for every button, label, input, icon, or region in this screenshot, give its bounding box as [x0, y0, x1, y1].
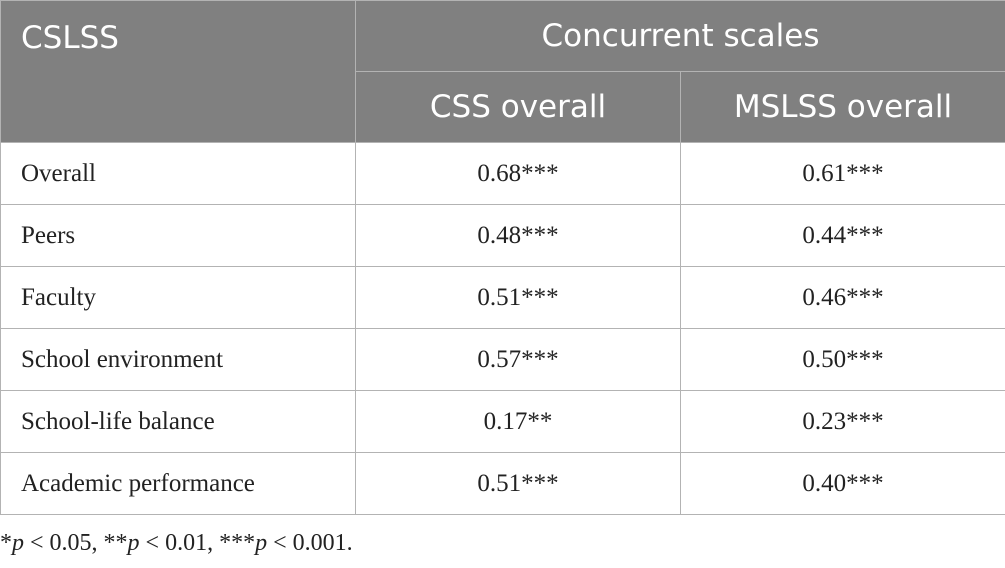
css-value: 0.48*** [355, 204, 681, 267]
table-row: School environment 0.57*** 0.50*** [0, 328, 1005, 391]
subheader-row: CSS overall MSLSS overall [1, 71, 1005, 143]
group-header: Concurrent scales [354, 0, 1005, 72]
stub-header: CSLSS [0, 0, 356, 143]
footnote-text: < 0.001. [267, 530, 353, 556]
footnote-p-symbol: p [12, 530, 24, 556]
row-label: Peers [0, 204, 356, 267]
table-row: School-life balance 0.17** 0.23*** [0, 390, 1005, 453]
footnote-star: * [0, 530, 12, 556]
table-row: Academic performance 0.51*** 0.40*** [0, 452, 1005, 515]
footnote-text: < 0.05, ** [24, 530, 128, 556]
column-header-css: CSS overall [355, 71, 681, 143]
mslss-value: 0.44*** [679, 204, 1005, 267]
significance-footnote: *p < 0.05, **p < 0.01, ***p < 0.001. [0, 530, 353, 557]
css-value: 0.68*** [355, 142, 681, 205]
column-header-mslss: MSLSS overall [679, 71, 1005, 143]
footnote-text: < 0.01, *** [139, 530, 256, 556]
correlation-table: CSLSS Concurrent scales CSS overall MSLS… [0, 0, 1005, 515]
row-label: Faculty [0, 266, 356, 329]
row-label: School-life balance [0, 390, 356, 453]
css-value: 0.51*** [355, 266, 681, 329]
mslss-value: 0.61*** [679, 142, 1005, 205]
row-label: School environment [0, 328, 356, 391]
row-label: Overall [0, 142, 356, 205]
table-row: Overall 0.68*** 0.61*** [0, 142, 1005, 205]
css-value: 0.17** [355, 390, 681, 453]
row-label: Academic performance [0, 452, 356, 515]
mslss-value: 0.46*** [679, 266, 1005, 329]
table-row: Faculty 0.51*** 0.46*** [0, 266, 1005, 329]
footnote-p-symbol: p [127, 530, 140, 556]
css-value: 0.51*** [355, 452, 681, 515]
table-row: Peers 0.48*** 0.44*** [0, 204, 1005, 267]
footnote-p-symbol: p [255, 530, 268, 556]
mslss-value: 0.40*** [679, 452, 1005, 515]
css-value: 0.57*** [355, 328, 681, 391]
mslss-value: 0.50*** [679, 328, 1005, 391]
mslss-value: 0.23*** [679, 390, 1005, 453]
header-row: CSLSS Concurrent scales [0, 0, 1005, 143]
